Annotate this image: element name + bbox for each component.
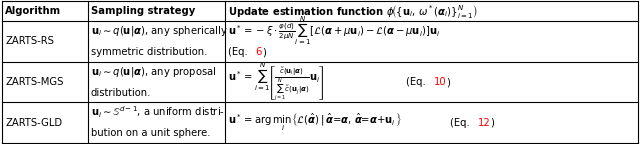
Text: bution on a unit sphere.: bution on a unit sphere. (91, 128, 211, 138)
Text: ZARTS-GLD: ZARTS-GLD (5, 118, 62, 128)
Text: 10: 10 (434, 77, 446, 87)
Text: ): ) (447, 77, 451, 87)
Text: ZARTS-MGS: ZARTS-MGS (5, 77, 63, 87)
Text: ): ) (491, 118, 495, 128)
Text: symmetric distribution.: symmetric distribution. (91, 47, 207, 57)
Text: ): ) (262, 47, 266, 57)
Text: $\mathbf{u}_i \sim q(\mathbf{u}|\boldsymbol{\alpha})$, any proposal: $\mathbf{u}_i \sim q(\mathbf{u}|\boldsym… (91, 65, 216, 78)
Text: (Eq.: (Eq. (450, 118, 472, 128)
Text: distribution.: distribution. (91, 88, 151, 98)
Text: $\mathbf{u}_i \sim \mathbb{S}^{d-1}$, a uniform distri-: $\mathbf{u}_i \sim \mathbb{S}^{d-1}$, a … (91, 104, 225, 120)
Text: $\mathbf{u}^* = \sum_{i=1}^{N}\!\left[\frac{\tilde{c}(\mathbf{u}_i|\boldsymbol{\: $\mathbf{u}^* = \sum_{i=1}^{N}\!\left[\f… (228, 61, 324, 103)
Text: Algorithm: Algorithm (5, 6, 61, 16)
Text: 6: 6 (255, 47, 262, 57)
Text: $\mathbf{u}_i \sim q(\mathbf{u}|\boldsymbol{\alpha})$, any spherically: $\mathbf{u}_i \sim q(\mathbf{u}|\boldsym… (91, 24, 228, 38)
Text: (Eq.: (Eq. (228, 47, 250, 57)
Text: (Eq.: (Eq. (406, 77, 428, 87)
Text: $\mathbf{u}^* = -\xi \cdot \frac{\varphi(d)}{2\mu N}\sum_{i=1}^{N}\left[\mathcal: $\mathbf{u}^* = -\xi \cdot \frac{\varphi… (228, 14, 440, 47)
Text: ZARTS-RS: ZARTS-RS (5, 36, 54, 47)
Text: $\mathbf{u}^* = \arg\min_i\left\{\mathcal{L}(\hat{\boldsymbol{\alpha}})\,|\,\hat: $\mathbf{u}^* = \arg\min_i\left\{\mathca… (228, 112, 402, 133)
Text: Update estimation function $\phi\!\left(\{\mathbf{u}_i,\,\omega^*(\boldsymbol{\a: Update estimation function $\phi\!\left(… (228, 3, 477, 20)
Text: Sampling strategy: Sampling strategy (91, 6, 195, 16)
Text: 12: 12 (477, 118, 490, 128)
